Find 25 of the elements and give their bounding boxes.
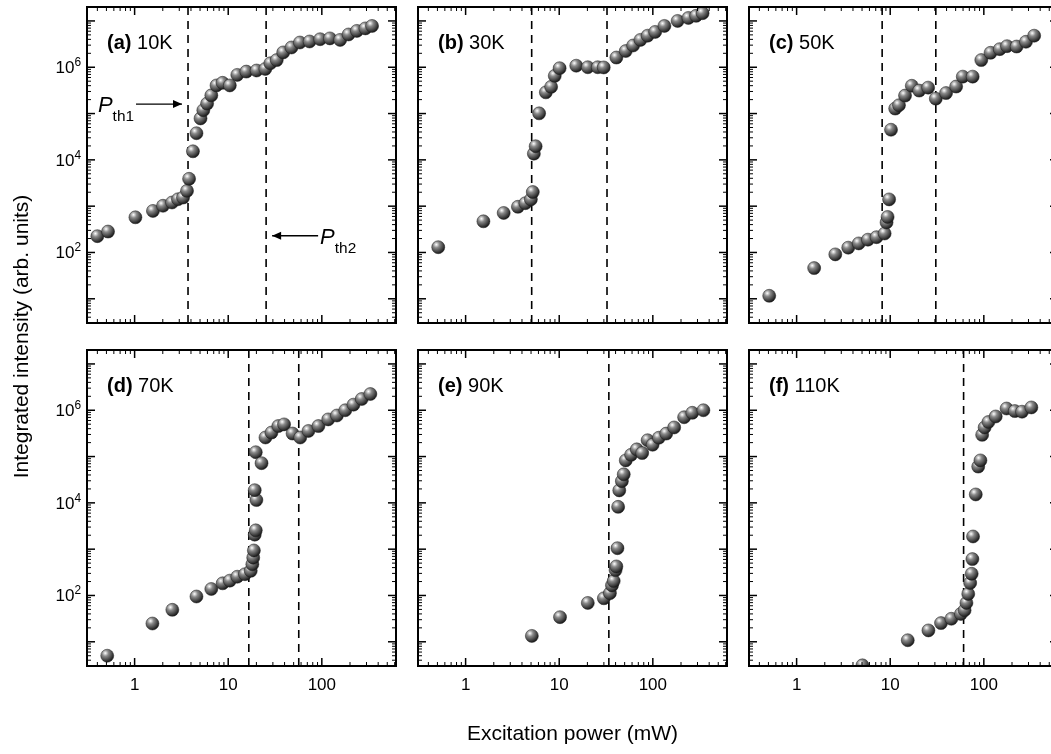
- text: (a) 10K: [107, 31, 174, 53]
- x-tick-label: 1: [460, 675, 471, 694]
- x-tick-label: 100: [969, 675, 999, 694]
- x-tick-label: 10: [549, 675, 569, 694]
- x-tick-label: 1: [129, 675, 140, 694]
- x-tick-label: 10: [880, 675, 900, 694]
- x-tick-label: 1: [791, 675, 802, 694]
- y-tick-label: 10$^{6}$: [55, 55, 82, 78]
- x-tick-label: 100: [638, 675, 668, 694]
- y-tick-label: 10$^{4}$: [55, 147, 82, 170]
- y-tick-label: 10$^{4}$: [55, 490, 82, 513]
- text: (b) 30K: [438, 31, 506, 53]
- y-axis-title: Integrated intensity (arb. units): [9, 194, 32, 479]
- y-tick-label: 10$^{6}$: [55, 398, 82, 421]
- text: (d) 70K: [107, 374, 175, 396]
- text: (f) 110K: [769, 374, 841, 396]
- x-axis-title: Excitation power (mW): [466, 721, 679, 744]
- y-tick-label: 10$^{2}$: [55, 240, 82, 263]
- annotation: P$_{th2}$: [320, 223, 357, 256]
- y-tick-label: 10$^{2}$: [55, 583, 82, 606]
- annotation: P$_{th1}$: [97, 92, 135, 124]
- x-tick-label: 10: [218, 675, 238, 694]
- x-tick-label: 100: [307, 675, 337, 694]
- text: (e) 90K: [438, 374, 505, 396]
- text: (c) 50K: [769, 31, 836, 53]
